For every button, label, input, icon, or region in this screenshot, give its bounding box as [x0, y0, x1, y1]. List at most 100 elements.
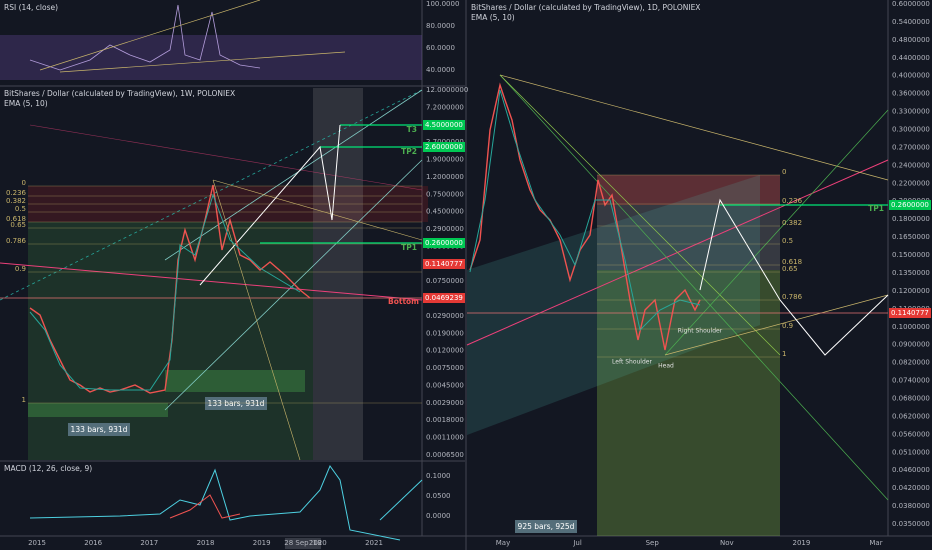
price-badge — [889, 308, 931, 318]
price-badge — [423, 259, 465, 269]
annotation: 133 bars, 931d — [71, 425, 128, 434]
axis-label: 12.0000000 — [426, 86, 468, 94]
axis-label: 0.0420000 — [892, 484, 930, 492]
axis-label: 0.1500000 — [892, 251, 930, 259]
trend-line — [212, 179, 423, 241]
zone — [28, 403, 168, 417]
axis-label: 0.3000000 — [892, 126, 930, 134]
fib-label: 1 — [782, 350, 786, 358]
trend-line — [664, 109, 889, 356]
price-candles — [469, 82, 701, 351]
time-label: 2015 — [28, 539, 46, 547]
axis-label: 0.0740000 — [892, 377, 930, 385]
fib-label: 0.786 — [6, 237, 27, 245]
axis-label: 0.0380000 — [892, 502, 930, 510]
target-label: T3 — [407, 125, 417, 134]
signal-line — [169, 494, 241, 519]
time-label: May — [496, 539, 510, 547]
axis-label: 0.0460000 — [892, 466, 930, 474]
chart-title: BitShares / Dollar (calculated by Tradin… — [471, 3, 700, 12]
axis-label: 0.0900000 — [892, 341, 930, 349]
annotation-box — [68, 423, 130, 436]
price-badge — [423, 293, 465, 303]
pattern-label: Head — [658, 363, 674, 370]
time-label: 2019 — [792, 539, 810, 547]
zone — [597, 270, 780, 536]
axis-label: 80.0000 — [426, 22, 455, 30]
axis-label: 0.4000000 — [892, 72, 930, 80]
axis-label: 0.3300000 — [892, 108, 930, 116]
fib-label: 0.5 — [782, 237, 793, 245]
trend-line — [499, 74, 889, 501]
indicator: EMA (5, 10) — [471, 13, 515, 22]
time-label: Mar — [869, 539, 882, 547]
axis-label: 0.1000000 — [892, 323, 930, 331]
channel-line — [164, 89, 423, 261]
axis-label: 0.0045000 — [426, 381, 464, 389]
time-label: 2018 — [197, 539, 215, 547]
axis-label: 0.0620000 — [892, 412, 930, 420]
axis-label: 0.4500000 — [426, 208, 464, 216]
left-pane — [0, 0, 465, 550]
fib-label: 0.236 — [782, 197, 803, 205]
price-badge-label: 0.1140777 — [425, 260, 463, 268]
price-badge — [423, 238, 465, 248]
trend-line — [29, 124, 423, 191]
axis-label: 0.0011000 — [426, 434, 464, 442]
axis-label: 0.2900000 — [426, 225, 464, 233]
axis-label: 0.1650000 — [892, 233, 930, 241]
time-label: 2019 — [253, 539, 271, 547]
axis-label: 0.0120000 — [426, 347, 464, 355]
target-label: TP1 — [401, 243, 417, 252]
annotation-box — [205, 397, 267, 410]
price-badge-label: 0.0469239 — [425, 294, 463, 302]
axis-label: 0.1200000 — [892, 287, 930, 295]
right-pane — [467, 0, 932, 550]
axis-label: 0.3600000 — [892, 90, 930, 98]
channel-line — [164, 159, 423, 411]
time-label: 2021 — [365, 539, 383, 547]
axis-label: 0.0510000 — [892, 448, 930, 456]
axis-label: 0.0018000 — [426, 416, 464, 424]
trend-line — [499, 74, 889, 181]
channel — [467, 175, 760, 435]
fib-label: 0.786 — [782, 293, 803, 301]
axis-label: 0.4400000 — [892, 54, 930, 62]
axis-label: 0.7500000 — [426, 190, 464, 198]
axis-label: 0.0500 — [426, 492, 451, 500]
fib-label: 0.65 — [782, 265, 798, 273]
fib-label: 0 — [22, 179, 26, 187]
target-label: TP1 — [868, 204, 884, 213]
axis-label: 0.1000 — [426, 472, 451, 480]
fib-label: 0.618 — [782, 258, 802, 266]
trend-line — [0, 262, 423, 301]
zone — [597, 175, 780, 270]
fib-label: 0.236 — [6, 189, 27, 197]
cursor-badge — [285, 538, 321, 549]
panel-title: MACD (12, 26, close, 9) — [4, 464, 92, 473]
fib-label: 0 — [782, 168, 786, 176]
zone — [165, 370, 305, 392]
price-candles — [29, 193, 301, 391]
price-badge-label: 0.2600000 — [425, 239, 463, 247]
macd-line — [379, 479, 423, 521]
axis-label: 60.0000 — [426, 44, 455, 52]
axis-label: 0.0000 — [426, 512, 451, 520]
axis-label: 40.0000 — [426, 66, 455, 74]
time-label: Jul — [572, 539, 582, 547]
fib-label: 1 — [22, 396, 26, 404]
fib-label: 0.382 — [782, 219, 802, 227]
axis-label: 0.1800000 — [892, 215, 930, 223]
axis-label: 0.0350000 — [892, 520, 930, 528]
annotation: 133 bars, 931d — [208, 399, 265, 408]
fib-label: 0.9 — [782, 322, 793, 330]
axis-label: 0.0190000 — [426, 329, 464, 337]
price-badge — [423, 120, 465, 130]
trend-line — [499, 74, 781, 356]
axis-label: 0.5400000 — [892, 18, 930, 26]
trend-line — [59, 51, 346, 73]
fib-label: 0.382 — [6, 197, 26, 205]
time-label: Sep — [646, 539, 660, 547]
axis-label: 0.4800000 — [892, 36, 930, 44]
